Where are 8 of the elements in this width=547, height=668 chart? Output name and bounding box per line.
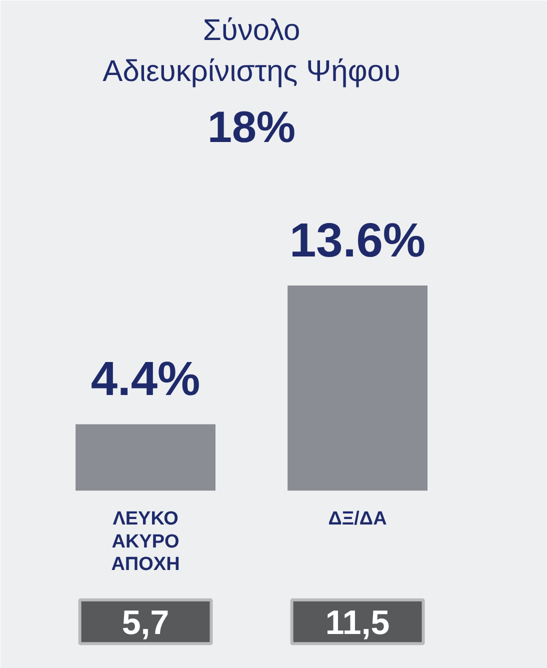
- chart-title: Σύνολο Αδιευκρίνιστης Ψήφου: [102, 14, 400, 88]
- data-label: 4.4%: [90, 353, 200, 406]
- text: 5,7: [122, 604, 170, 642]
- x-tick-label: ΔΞ/ΔΑ: [328, 508, 388, 530]
- chart-subtitle: 18%: [207, 103, 296, 152]
- text: 11,5: [325, 604, 390, 642]
- data-label: 13.6%: [289, 214, 426, 268]
- x-tick-label: ΛΕΥΚΟ ΑΚΥΡΟ ΑΠΟΧΗ: [111, 508, 180, 575]
